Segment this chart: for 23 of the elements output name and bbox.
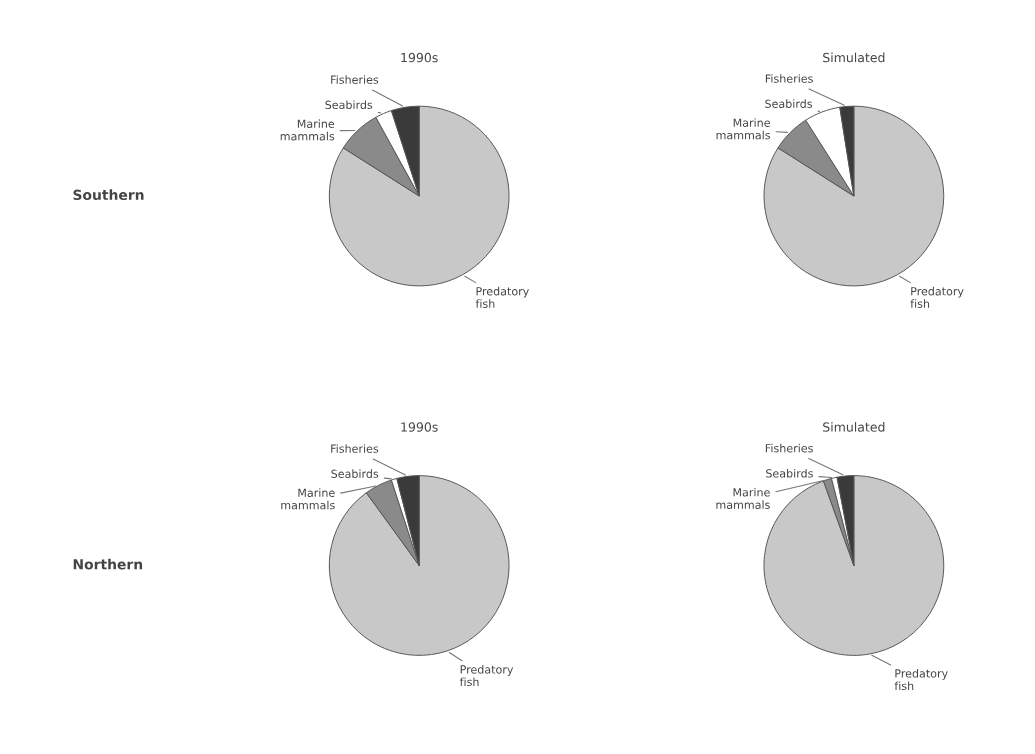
pie-slice — [365, 479, 420, 566]
slice-label: Predatory fish — [475, 286, 529, 308]
text: Southern — [73, 189, 144, 201]
slice-label: Seabirds — [766, 468, 813, 478]
slice-label: Fisheries — [765, 443, 813, 453]
slice-label: Seabirds — [331, 469, 379, 478]
slice-label: Seabirds — [765, 99, 813, 108]
chart-title: 1990s — [401, 422, 438, 432]
chart-title: Simulated — [823, 422, 885, 432]
slice-label: Predatory fish — [894, 669, 948, 691]
slice-label: Marine mammals — [280, 119, 335, 141]
slice-label: Predatory fish — [459, 665, 514, 687]
slice-label: Fisheries — [331, 75, 379, 84]
slice-label: Seabirds — [325, 100, 373, 110]
chart-title: Simulated — [823, 52, 885, 63]
slice-label: Fisheries — [331, 444, 379, 453]
text: Northern — [73, 558, 143, 570]
slice-label: Marine mammals — [716, 118, 771, 140]
slice-label: Predatory fish — [910, 286, 964, 308]
slice-label: Fisheries — [765, 74, 813, 83]
slice-label: Marine mammals — [716, 487, 770, 509]
slice-label: Marine mammals — [281, 488, 335, 510]
chart-title: 1990s — [401, 52, 438, 63]
